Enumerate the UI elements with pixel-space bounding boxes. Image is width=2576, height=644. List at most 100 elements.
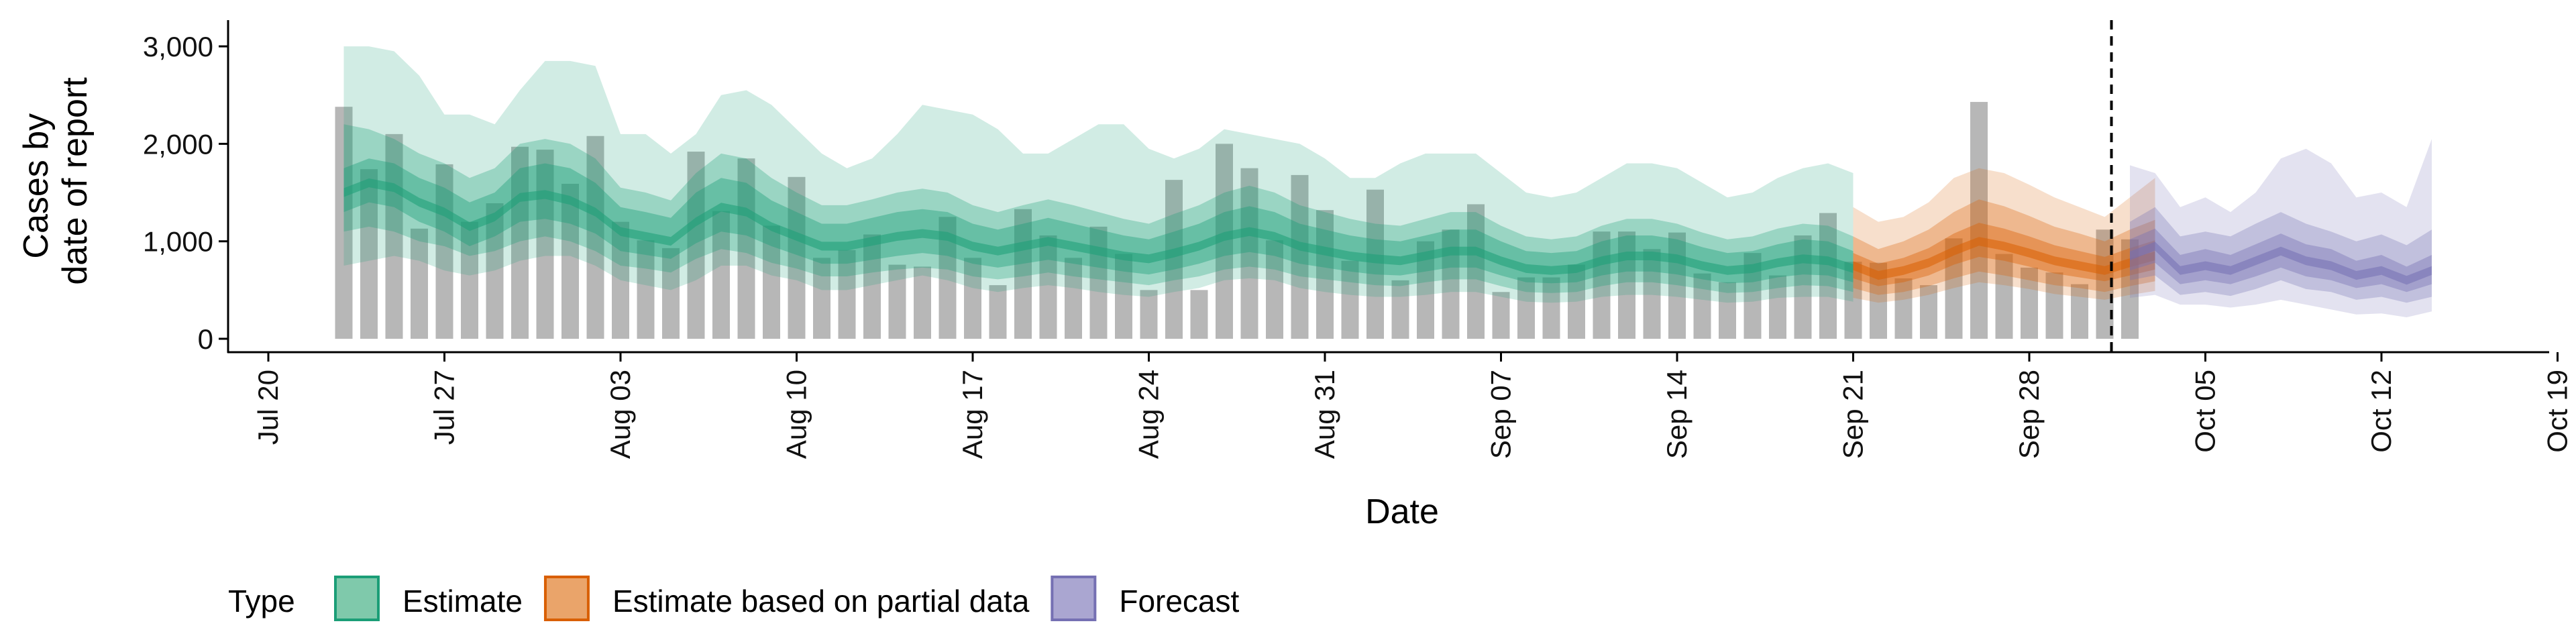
reported-cases-bar [1593, 231, 1611, 339]
reported-cases-bar [712, 211, 730, 339]
y-axis-title-line-1: Cases by [17, 113, 56, 259]
reported-cases-bar [1618, 231, 1635, 339]
x-tick-label: Jul 20 [252, 370, 284, 445]
x-tick-label: Oct 05 [2190, 370, 2221, 453]
x-tick-label: Sep 21 [1837, 370, 1869, 459]
reported-cases-bar [763, 225, 780, 339]
legend-item-forecast: Forecast [1051, 576, 1240, 621]
reported-cases-bar [1014, 209, 1032, 339]
x-tick-label: Aug 17 [957, 370, 988, 459]
reported-cases-bar [1065, 258, 1082, 339]
y-tick-label: 1,000 [143, 226, 213, 258]
reported-cases-bar [1844, 262, 1862, 339]
reported-cases-bar [1316, 210, 1334, 339]
reported-cases-bar [888, 264, 906, 339]
x-tick-label: Sep 07 [1485, 370, 1517, 459]
legend-swatch [543, 576, 590, 621]
forecast-series [2130, 139, 2432, 317]
reported-cases-bar [1517, 277, 1535, 339]
reported-cases-bar [612, 221, 629, 339]
x-tick-label: Sep 28 [2013, 370, 2045, 459]
reported-cases-bar [1970, 101, 1988, 339]
legend: Type Estimate Estimate based on partial d… [228, 576, 1240, 621]
reported-cases-bar [435, 164, 453, 339]
reported-cases-bar [1894, 278, 1913, 339]
reported-cases-bar [1467, 204, 1485, 339]
reported-cases-bar [1391, 280, 1409, 339]
reported-cases-bar [1240, 168, 1258, 339]
reported-cases-bar [1089, 226, 1108, 339]
reported-cases-bar [2071, 284, 2088, 339]
legend-item-estimate-based-on-partial-data: Estimate based on partial data [543, 576, 1030, 621]
legend-title: Type [228, 584, 295, 619]
median-band [1853, 237, 2155, 280]
reported-cases-bar [1643, 249, 1661, 339]
reported-cases-bar [1366, 189, 1384, 339]
reported-cases-bar [914, 266, 931, 339]
reported-cases-bar [335, 107, 353, 339]
reported-cases-bar [561, 183, 579, 339]
estimate-based-on-partial-data-series [1853, 168, 2155, 303]
reported-cases-bar [1341, 260, 1359, 339]
reported-cases-bar [964, 258, 981, 339]
reported-cases-bar [1819, 213, 1837, 339]
reported-cases-bar [536, 150, 554, 339]
reported-cases-bar [1266, 240, 1283, 339]
band-inner-area [1853, 223, 2155, 286]
legend-entries: Estimate Estimate based on partial data Fo… [334, 576, 1240, 621]
x-axis-title: Date [1365, 492, 1439, 531]
x-tick-label: Oct 12 [2365, 370, 2397, 453]
reported-cases-bar [687, 152, 705, 339]
y-tick-label: 2,000 [143, 128, 213, 160]
band-90-area [343, 46, 1854, 303]
reported-cases-bar [1115, 254, 1132, 339]
reported-cases-bar [989, 285, 1007, 339]
reported-cases-bar [1492, 292, 1510, 339]
reported-cases-bar [1568, 264, 1585, 339]
reported-cases-bar [411, 228, 428, 339]
reported-cases-bar [838, 250, 856, 339]
y-axis-title-line-2: date of report [56, 77, 95, 285]
x-tick-label: Aug 24 [1133, 370, 1165, 459]
reported-cases-bar [1668, 232, 1686, 339]
median-band [2130, 241, 2432, 285]
reported-cases-bar [662, 248, 680, 339]
legend-swatch [334, 576, 380, 621]
reported-cases-bar [360, 169, 378, 339]
reported-cases-bar [1794, 235, 1812, 339]
reported-cases-bar [511, 146, 529, 339]
x-axis-ticks: Jul 20 Jul 27 Aug 03 Aug 10 Aug 17 Aug 24 Aug … [252, 352, 2573, 459]
reported-cases-bar [788, 176, 806, 339]
axes [227, 20, 2549, 354]
reported-cases-bar [863, 234, 881, 339]
legend-label: Estimate [402, 584, 523, 619]
reported-cases-bar [1165, 180, 1183, 339]
legend-swatch [1051, 576, 1097, 621]
reported-cases-bar [1693, 273, 1711, 339]
estimate-bands [343, 46, 2432, 317]
reported-cases-bar [1190, 290, 1208, 339]
reported-cases-bars [335, 101, 2139, 339]
reported-cases-bar [1920, 285, 1937, 339]
reported-cases-bar [2021, 267, 2038, 339]
reported-cases-bar [1039, 235, 1057, 339]
reported-cases-bar [737, 158, 755, 339]
x-tick-label: Sep 14 [1661, 370, 1693, 459]
legend-label: Estimate based on partial data [612, 584, 1030, 619]
reported-cases-bar [1769, 275, 1786, 339]
y-axis-ticks: 0 1,000 2,000 3,000 [143, 31, 228, 355]
reported-cases-bar [1140, 290, 1158, 339]
x-tick-label: Aug 10 [781, 370, 812, 459]
legend-item-estimate: Estimate [334, 576, 523, 621]
estimate-series [343, 46, 1854, 303]
reported-cases-bar [1291, 174, 1309, 339]
reported-cases-bar [586, 136, 604, 339]
reported-cases-bar [461, 221, 478, 339]
reported-cases-bar [1719, 282, 1736, 339]
reported-cases-bar [1542, 277, 1560, 339]
x-tick-label: Oct 19 [2542, 370, 2573, 453]
reported-cases-bar [2045, 272, 2063, 339]
y-tick-label: 3,000 [143, 31, 213, 62]
y-tick-label: 0 [198, 323, 213, 355]
x-tick-label: Jul 27 [429, 370, 460, 445]
